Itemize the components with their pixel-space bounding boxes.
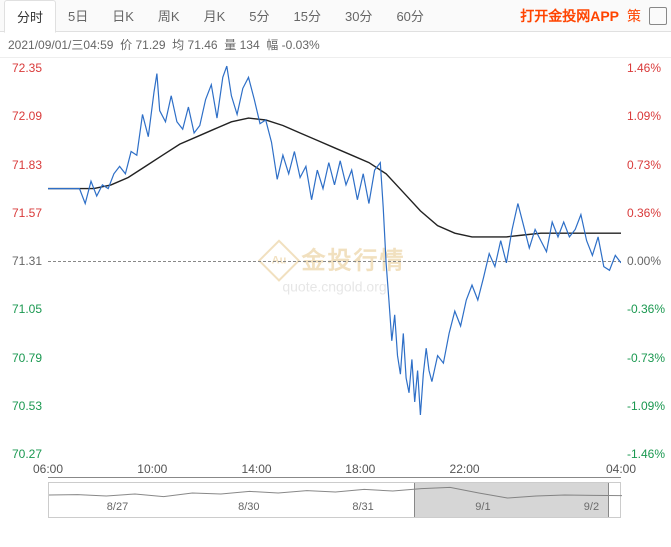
y-right-tick: 0.73% xyxy=(627,158,661,172)
x-tick: 18:00 xyxy=(345,462,375,476)
info-vol-label: 量 xyxy=(224,38,236,52)
strategy-button[interactable]: 策 xyxy=(623,6,645,26)
y-left-tick: 70.53 xyxy=(12,399,42,413)
y-left-tick: 72.35 xyxy=(12,61,42,75)
info-avg-value: 71.46 xyxy=(188,38,218,52)
y-axis-right: 1.46% 1.09% 0.73% 0.36% 0.00% -0.36% -0.73% -1.… xyxy=(621,58,671,478)
tab-60min[interactable]: 60分 xyxy=(384,0,435,31)
info-price-value: 71.29 xyxy=(135,38,165,52)
info-vol-value: 134 xyxy=(240,38,260,52)
tab-weekk[interactable]: 周K xyxy=(146,0,192,31)
y-right-tick: -0.36% xyxy=(627,302,665,316)
open-app-link[interactable]: 打开金投网APP xyxy=(520,6,623,26)
x-tick: 22:00 xyxy=(450,462,480,476)
y-right-tick: -0.73% xyxy=(627,351,665,365)
y-left-tick: 70.79 xyxy=(12,351,42,365)
y-left-tick: 71.31 xyxy=(12,254,42,268)
tab-dayk[interactable]: 日K xyxy=(100,0,146,31)
info-price-label: 价 xyxy=(120,38,132,52)
tab-5day[interactable]: 5日 xyxy=(56,0,100,31)
info-avg-label: 均 xyxy=(172,38,184,52)
chart-area: 72.35 72.09 71.83 71.57 71.31 71.05 70.79 70.53… xyxy=(0,58,671,518)
x-axis: 06:0010:0014:0018:0022:0004:00 xyxy=(48,462,621,480)
avg-line xyxy=(48,118,621,237)
x-tick: 10:00 xyxy=(137,462,167,476)
y-left-tick: 71.05 xyxy=(12,302,42,316)
price-line xyxy=(48,66,621,415)
main-chart[interactable]: 72.35 72.09 71.83 71.57 71.31 71.05 70.79 70.53… xyxy=(0,58,671,478)
tab-fenshi[interactable]: 分时 xyxy=(4,0,56,33)
y-axis-left: 72.35 72.09 71.83 71.57 71.31 71.05 70.79 70.53… xyxy=(0,58,48,478)
y-right-tick: -1.09% xyxy=(627,399,665,413)
y-left-tick: 71.83 xyxy=(12,158,42,172)
info-datetime: 2021/09/01/三04:59 xyxy=(8,38,113,52)
tab-30min[interactable]: 30分 xyxy=(333,0,384,31)
x-tick: 14:00 xyxy=(242,462,272,476)
tab-15min[interactable]: 15分 xyxy=(282,0,333,31)
info-bar: 2021/09/01/三04:59 价 71.29 均 71.46 量 134 … xyxy=(0,32,671,58)
info-amp-value: -0.03% xyxy=(282,38,320,52)
y-left-tick: 72.09 xyxy=(12,109,42,123)
x-tick: 06:00 xyxy=(33,462,63,476)
tab-monthk[interactable]: 月K xyxy=(192,0,238,31)
fullscreen-icon[interactable] xyxy=(649,7,667,25)
y-right-tick: 0.36% xyxy=(627,206,661,220)
overview-panel[interactable]: 8/278/308/319/19/2 xyxy=(48,482,621,518)
y-left-tick: 70.27 xyxy=(12,447,42,461)
y-right-tick: -1.46% xyxy=(627,447,665,461)
y-right-tick: 0.00% xyxy=(627,254,661,268)
chart-window: 分时 5日 日K 周K 月K 5分 15分 30分 60分 打开金投网APP 策… xyxy=(0,0,671,547)
chart-svg xyxy=(48,58,621,478)
y-left-tick: 71.57 xyxy=(12,206,42,220)
tab-5min[interactable]: 5分 xyxy=(237,0,281,31)
interval-tabs: 分时 5日 日K 周K 月K 5分 15分 30分 60分 打开金投网APP 策 xyxy=(0,0,671,32)
info-amp-label: 幅 xyxy=(266,38,278,52)
y-right-tick: 1.09% xyxy=(627,109,661,123)
overview-handle[interactable] xyxy=(414,483,608,517)
plot-region[interactable]: 金投行情 quote.cngold.org xyxy=(48,58,621,478)
x-tick: 04:00 xyxy=(606,462,636,476)
y-right-tick: 1.46% xyxy=(627,61,661,75)
